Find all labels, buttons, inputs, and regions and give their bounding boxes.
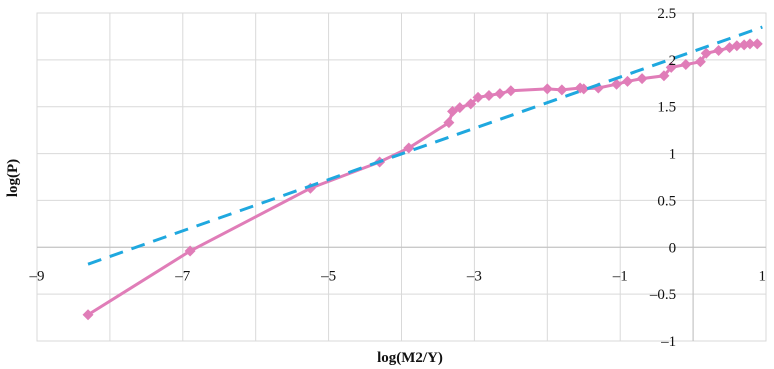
data-point bbox=[184, 245, 196, 257]
x-tick-label: –5 bbox=[320, 268, 336, 284]
x-axis-title: log(M2/Y) bbox=[377, 350, 443, 366]
y-tick-label: 1.5 bbox=[657, 100, 676, 116]
data-point bbox=[403, 142, 415, 154]
data-point bbox=[636, 73, 648, 85]
data-point bbox=[454, 102, 466, 114]
y-tick-label: 0 bbox=[669, 240, 677, 256]
data-point bbox=[483, 89, 495, 101]
axes bbox=[37, 13, 766, 341]
data-point bbox=[443, 117, 455, 129]
tick-labels: –9 –7 –5 –3 –1 1 2.5 2 1.5 1 0.5 0 –0.5 –1 bbox=[29, 6, 767, 350]
x-tick-label: –7 bbox=[174, 268, 191, 284]
data-point bbox=[713, 44, 725, 56]
data-point bbox=[541, 83, 553, 95]
x-tick-label: –3 bbox=[466, 268, 482, 284]
y-tick-label: –0.5 bbox=[649, 287, 676, 303]
y-tick-label: 0.5 bbox=[657, 193, 676, 209]
y-tick-label: 2.5 bbox=[657, 6, 676, 22]
data-point bbox=[578, 83, 590, 95]
data-point bbox=[447, 105, 459, 117]
y-tick-label: 2 bbox=[669, 53, 677, 69]
data-point bbox=[82, 309, 94, 321]
data-point bbox=[611, 78, 623, 90]
data-point bbox=[731, 40, 743, 52]
data-series bbox=[82, 25, 763, 321]
data-point bbox=[744, 38, 756, 50]
data-point bbox=[505, 85, 517, 97]
data-point bbox=[494, 88, 506, 100]
data-point bbox=[658, 70, 670, 82]
y-tick-label: –1 bbox=[660, 334, 676, 350]
data-point bbox=[751, 38, 763, 50]
data-point bbox=[694, 56, 706, 68]
y-axis-title: log(P) bbox=[5, 159, 21, 197]
x-tick-label: –9 bbox=[29, 268, 45, 284]
y-tick-label: 1 bbox=[669, 147, 677, 163]
data-point bbox=[665, 61, 677, 73]
x-tick-label: 1 bbox=[759, 268, 767, 284]
data-point bbox=[700, 47, 712, 59]
x-tick-label: –1 bbox=[612, 268, 628, 284]
trend-line bbox=[87, 25, 763, 266]
data-point bbox=[621, 75, 633, 87]
data-point bbox=[465, 98, 477, 110]
data-point bbox=[680, 59, 692, 71]
data-point bbox=[556, 84, 568, 96]
data-point bbox=[472, 91, 484, 103]
